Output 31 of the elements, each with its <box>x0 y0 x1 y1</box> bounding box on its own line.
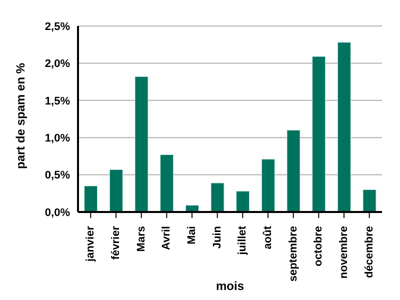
bar <box>312 56 326 212</box>
x-tick-label: Mai <box>186 226 198 244</box>
y-axis-title: part de spam en % <box>13 62 28 169</box>
bar <box>286 130 300 212</box>
x-tick-label: octobre <box>312 226 325 266</box>
x-axis-title: mois <box>216 279 244 293</box>
y-tick-label: 1,5% <box>44 95 70 108</box>
y-tick-label: 0,5% <box>44 170 70 182</box>
x-tick-label: Juin <box>211 226 224 249</box>
bar <box>261 158 275 212</box>
bar <box>337 42 351 212</box>
x-tick-label: février <box>110 225 122 260</box>
x-tick-label: janvier <box>84 225 97 262</box>
bar <box>84 186 98 212</box>
x-tick-label: Mars <box>135 226 148 252</box>
y-tick-label: 0,0% <box>44 206 70 219</box>
bar <box>236 190 250 212</box>
bar <box>134 76 148 212</box>
x-tick-label: septembre <box>287 226 300 282</box>
bar <box>362 189 376 212</box>
x-tick-label: novembre <box>338 226 350 279</box>
bar <box>210 182 224 212</box>
y-tick-label: 2,5% <box>44 20 70 33</box>
bar <box>109 169 123 212</box>
x-tick-label: août <box>262 226 274 250</box>
y-tick-label: 1,0% <box>44 132 70 145</box>
y-tick-label: 2,0% <box>44 58 70 70</box>
bar <box>160 154 174 212</box>
x-tick-label: décembre <box>363 226 376 278</box>
x-tick-label: Avril <box>160 226 173 250</box>
x-tick-label: juillet <box>236 226 249 256</box>
